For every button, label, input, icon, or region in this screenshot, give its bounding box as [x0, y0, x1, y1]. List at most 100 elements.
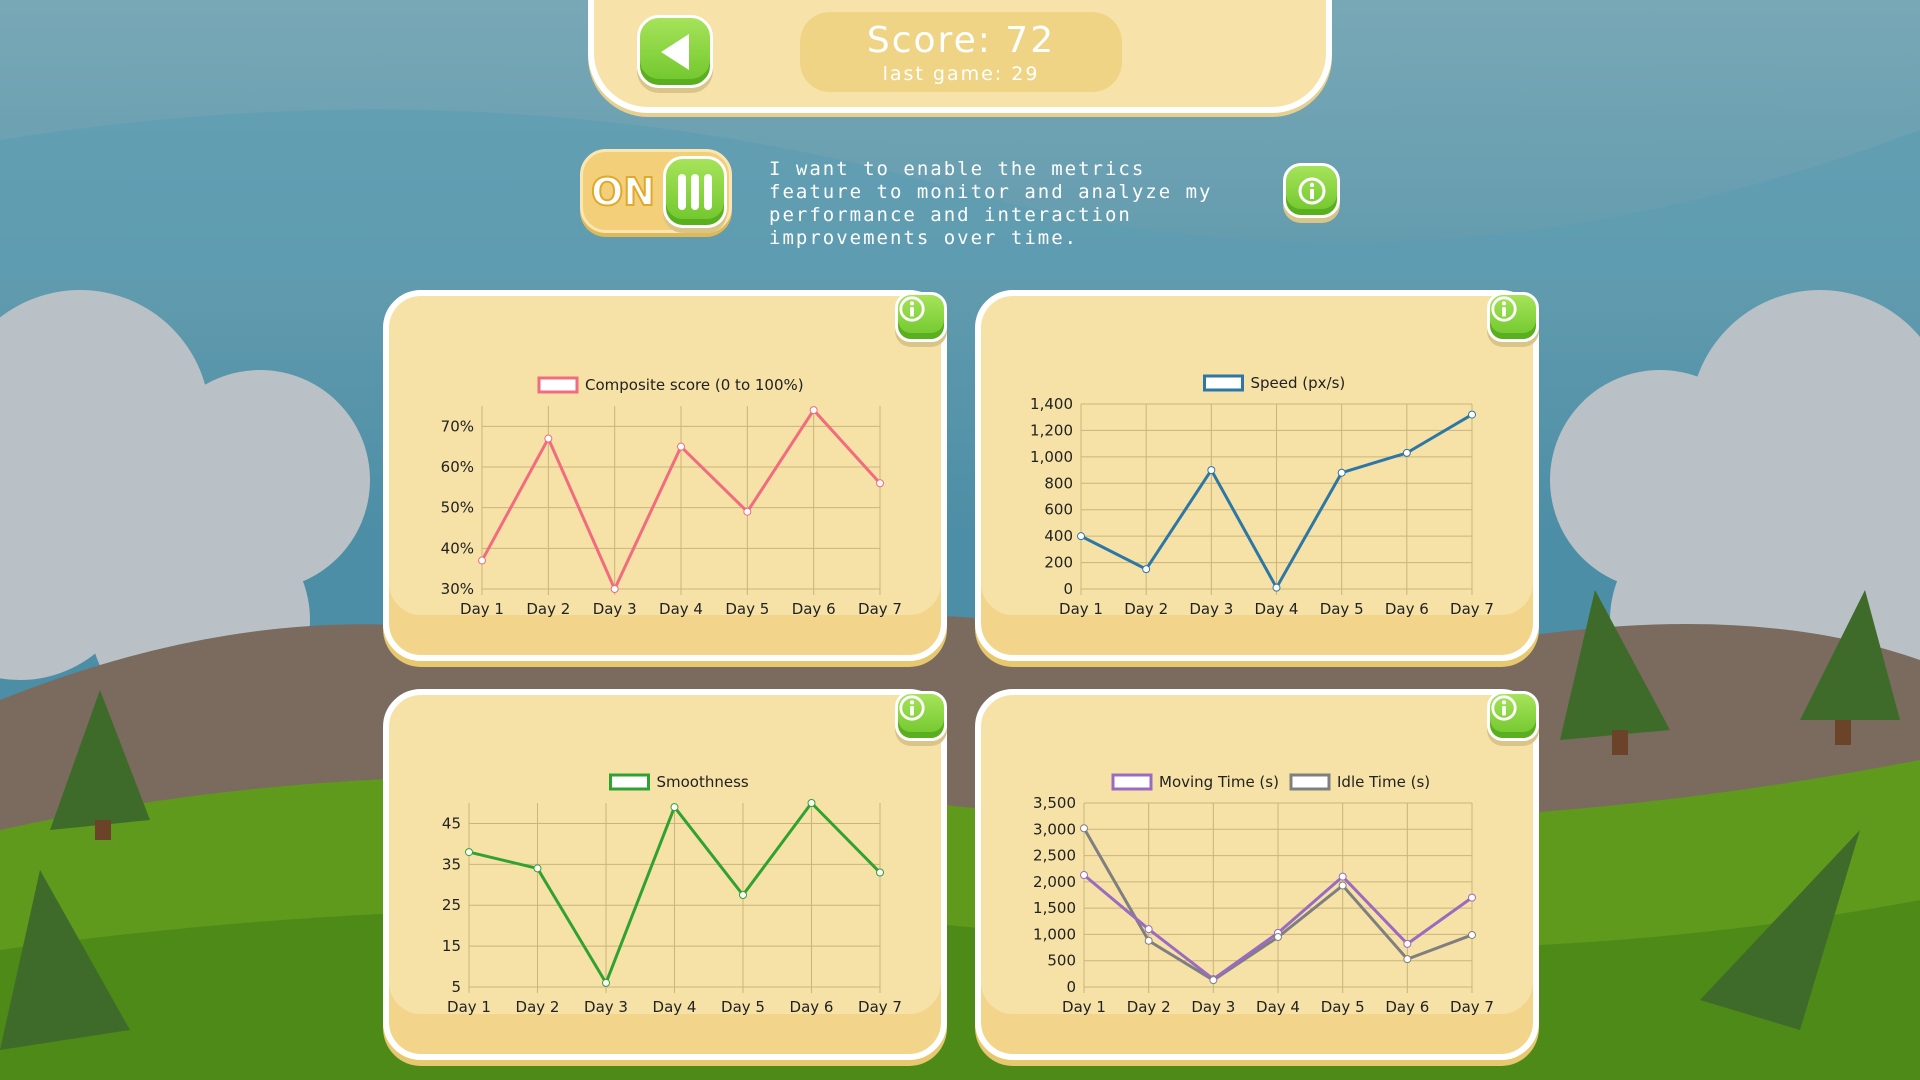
y-tick-label: 35 — [442, 855, 461, 873]
y-tick-label: 1,500 — [1033, 899, 1076, 917]
metrics-description: I want to enable the metrics feature to … — [769, 158, 1213, 249]
data-point — [807, 799, 816, 807]
y-tick-label: 1,000 — [1033, 925, 1076, 943]
data-point — [1338, 872, 1347, 881]
smoothness-card: 5 15 25 35 45 Day 1 Day 2 Day 3 Day 4 Day 5 Day 6 D… — [383, 689, 947, 1060]
y-tick-label: 70% — [441, 417, 474, 435]
data-point — [876, 868, 884, 877]
y-tick-label: 200 — [1044, 554, 1073, 572]
y-tick-label: 1,000 — [1030, 448, 1073, 466]
data-point — [1338, 881, 1347, 890]
y-tick-label: 5 — [451, 978, 461, 996]
x-tick-label: Day 7 — [1450, 600, 1494, 618]
data-point — [533, 864, 542, 873]
y-tick-label: 2,000 — [1033, 873, 1076, 891]
info-icon — [1491, 695, 1517, 721]
back-button[interactable] — [637, 15, 713, 88]
data-point — [670, 803, 679, 812]
x-tick-label: Day 5 — [721, 998, 765, 1016]
data-point — [465, 848, 473, 857]
x-tick-label: Day 7 — [1450, 998, 1494, 1016]
legend-label: Speed (px/s) — [1251, 374, 1346, 392]
data-point — [602, 978, 610, 987]
data-point — [1468, 410, 1476, 419]
chart-info-button[interactable] — [895, 691, 947, 741]
x-tick-label: Day 3 — [1189, 600, 1233, 618]
y-tick-label: 0 — [1066, 978, 1076, 996]
x-tick-label: Day 2 — [1124, 600, 1168, 618]
y-tick-label: 500 — [1047, 952, 1076, 970]
x-tick-label: Day 5 — [1321, 998, 1365, 1016]
y-tick-label: 45 — [442, 814, 461, 832]
y-tick-label: 25 — [442, 896, 461, 914]
x-tick-label: Day 5 — [1320, 600, 1364, 618]
x-tick-label: Day 3 — [593, 600, 637, 618]
data-point — [1468, 893, 1476, 902]
x-tick-label: Day 4 — [1256, 998, 1300, 1016]
toggle-state-label: ON — [590, 169, 656, 215]
x-tick-label: Day 1 — [447, 998, 491, 1016]
data-point — [544, 434, 553, 443]
x-tick-label: Day 4 — [659, 600, 703, 618]
data-point — [1207, 466, 1216, 475]
y-tick-label: 0 — [1063, 580, 1073, 598]
x-tick-label: Day 1 — [460, 600, 504, 618]
data-point — [809, 406, 818, 415]
y-tick-label: 400 — [1044, 527, 1073, 545]
data-point — [743, 507, 752, 516]
x-tick-label: Day 7 — [858, 998, 902, 1016]
x-tick-label: Day 6 — [1385, 600, 1429, 618]
y-tick-label: 600 — [1044, 501, 1073, 519]
x-tick-label: Day 4 — [1255, 600, 1299, 618]
data-point — [1468, 930, 1476, 939]
back-arrow-icon — [661, 33, 689, 70]
x-tick-label: Day 1 — [1062, 998, 1106, 1016]
x-tick-label: Day 4 — [653, 998, 697, 1016]
chart-info-button[interactable] — [895, 292, 947, 342]
y-tick-label: 30% — [441, 580, 474, 598]
chart-info-button[interactable] — [1487, 691, 1539, 741]
info-icon — [899, 695, 925, 721]
data-point — [1272, 583, 1281, 592]
toggle-knob[interactable] — [663, 156, 727, 228]
metrics-toggle[interactable]: ON — [580, 149, 732, 233]
x-tick-label: Day 2 — [1127, 998, 1171, 1016]
y-tick-label: 3,000 — [1033, 820, 1076, 838]
legend-label: Smoothness — [657, 773, 749, 791]
data-point — [677, 442, 685, 451]
info-icon — [1298, 177, 1325, 204]
data-point — [1337, 468, 1346, 477]
info-icon — [1491, 296, 1517, 322]
legend-swatch — [609, 773, 650, 791]
metrics-info-button[interactable] — [1283, 163, 1340, 218]
score-value: Score: 72 — [866, 20, 1056, 61]
speed-card: 0 200 400 600 800 1,000 1,200 1,400 Day 1 Day 2 Da… — [975, 290, 1539, 661]
data-point — [610, 585, 619, 593]
last-game-score: last game: 29 — [882, 63, 1040, 85]
y-tick-label: 15 — [442, 937, 461, 955]
x-tick-label: Day 3 — [584, 998, 628, 1016]
y-tick-label: 1,200 — [1030, 421, 1073, 439]
data-point — [1209, 976, 1218, 985]
data-point — [1144, 936, 1153, 945]
y-tick-label: 40% — [441, 539, 474, 557]
x-tick-label: Day 1 — [1059, 600, 1103, 618]
legend-swatch — [1111, 773, 1153, 791]
trees — [0, 590, 1900, 1050]
data-point — [1274, 933, 1282, 942]
data-point — [1403, 939, 1412, 948]
composite-score-card: 30% 40% 50% 60% 70% Day 1 Day 2 Day 3 Day 4 Day 5… — [383, 290, 947, 661]
y-tick-label: 2,500 — [1033, 847, 1076, 865]
data-point — [1077, 532, 1085, 541]
data-point — [1080, 871, 1088, 880]
x-tick-label: Day 6 — [1385, 998, 1429, 1016]
chart-info-button[interactable] — [1487, 292, 1539, 342]
legend-label: Idle Time (s) — [1337, 773, 1430, 791]
data-point — [1402, 448, 1411, 457]
data-point — [478, 556, 486, 565]
data-point — [1403, 955, 1412, 964]
x-tick-label: Day 6 — [790, 998, 834, 1016]
y-tick-label: 3,500 — [1033, 794, 1076, 812]
x-tick-label: Day 5 — [725, 600, 769, 618]
toggle-grip-icon — [678, 174, 712, 210]
